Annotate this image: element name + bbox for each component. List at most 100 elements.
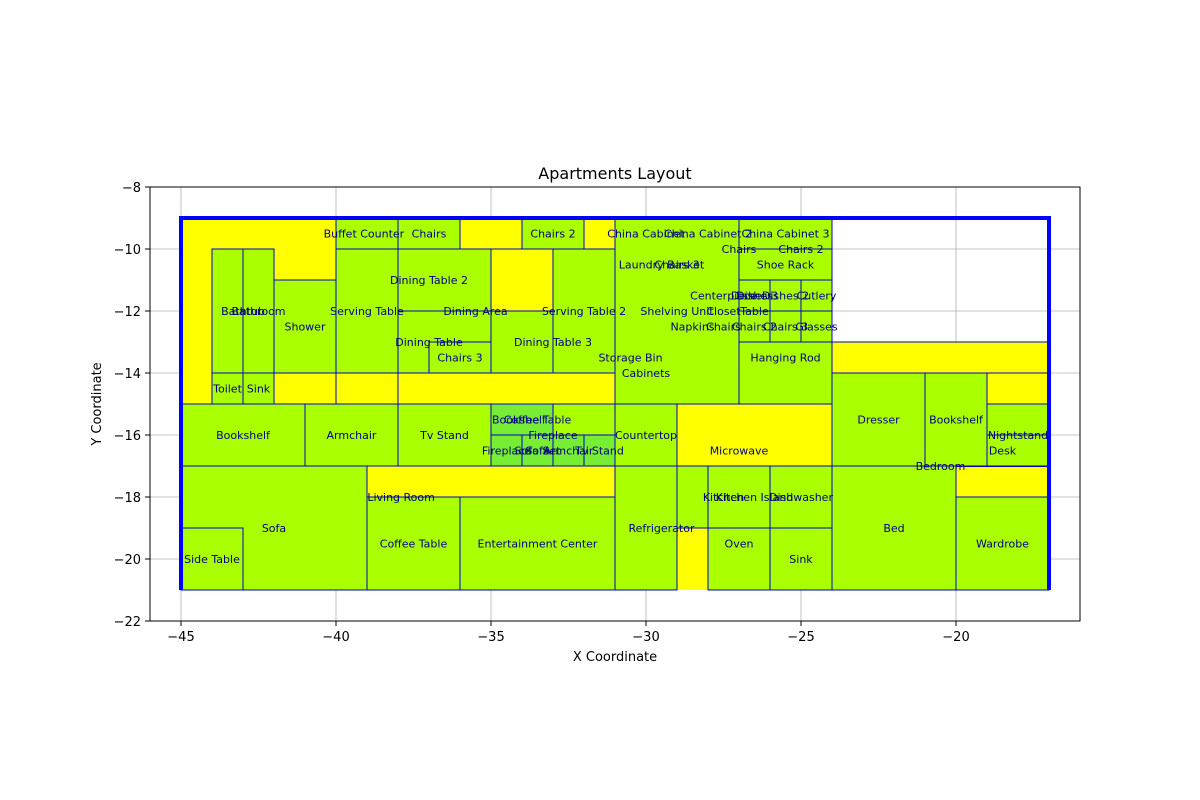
room-label: Bookshelf (216, 429, 271, 442)
y-tick-label: −16 (114, 429, 141, 444)
room-rect: Hanging Rod (738, 341, 833, 405)
x-tick-label: −25 (787, 630, 814, 645)
room-label: Living Room (367, 491, 435, 504)
room-rect: Kitchen Island (707, 465, 771, 529)
room-label: Dishes (736, 290, 773, 303)
room-label: Dining Area (443, 305, 507, 318)
room-label: Chairs 3 (763, 321, 808, 334)
room-rect: Oven (707, 527, 771, 591)
room-rect: Dining Table 2 (397, 248, 492, 312)
room-label: Dishes 2 (762, 290, 809, 303)
chart-title: Apartments Layout (538, 164, 691, 183)
room-label: Bedroom (916, 460, 966, 473)
room-rect: Table (738, 279, 771, 312)
room-label: Sink (247, 383, 271, 396)
room-rect: Serving Table 2 (552, 248, 616, 374)
furniture-rectangles (490, 403, 616, 467)
room-label: Bookshelf (929, 414, 984, 427)
room-label: Coffee Table (504, 414, 572, 427)
room-label: Wardrobe (976, 538, 1029, 551)
room-label: Dining Table 3 (514, 336, 592, 349)
open-area (986, 372, 1050, 405)
room-label: Toilet (212, 383, 242, 396)
room-rect: Refrigerator (614, 465, 678, 591)
room-label: Fireplace (528, 429, 577, 442)
room-rect: Chairs (397, 217, 461, 250)
furniture-rect (521, 434, 554, 467)
x-axis-ticks: −45 −40 −35 −30 −25 −20 (167, 621, 970, 645)
y-axis-ticks: −22 −20 −18 −16 −14 −12 −10 −8 (114, 181, 150, 630)
room-label: Refrigerator (629, 522, 695, 535)
room-label: China Cabinet 3 (742, 228, 830, 241)
plot-frame (149, 186, 1081, 622)
room-rect: Bathtub (211, 248, 244, 374)
room-label: Sofa (262, 522, 286, 535)
room-label: Dishwasher (769, 491, 833, 504)
room-label: Serving Table (330, 305, 404, 318)
room-label: Table (739, 305, 769, 318)
room-rect: Cutlery (800, 279, 833, 312)
room-rect: Shoe Rack (738, 248, 833, 281)
room-label: Sofa Set (515, 445, 562, 458)
room-label: Cabinets (622, 367, 671, 380)
room-label: China Cabinet 2 (664, 228, 752, 241)
open-area (273, 372, 337, 405)
y-tick-label: −12 (114, 305, 141, 320)
y-tick-label: −10 (114, 243, 141, 258)
open-area (490, 248, 554, 312)
room-label: Side Table (184, 553, 240, 566)
room-label: Cutlery (797, 290, 837, 303)
room-label: Chairs 2 (732, 321, 777, 334)
room-label: Countertop (615, 429, 677, 442)
room-label: Storage Bin (598, 352, 662, 365)
y-tick-label: −8 (122, 181, 141, 196)
room-label: Chairs 3 (654, 259, 699, 272)
room-rect: Side Table (180, 527, 244, 591)
open-area (397, 372, 616, 405)
room-label: Glasses (795, 321, 838, 334)
room-rect: China Cabinet 3 (738, 217, 833, 250)
room-label: Shelving Unit (640, 305, 714, 318)
room-rect: Serving Table (335, 248, 399, 374)
x-tick-label: −45 (167, 630, 194, 645)
room-label: Dining Table 2 (390, 274, 468, 287)
room-label: Entertainment Center (478, 538, 598, 551)
room-label: Kitchen (703, 491, 744, 504)
open-area (831, 341, 1050, 374)
room-label: Dining Table (395, 336, 463, 349)
room-rect: Sink (769, 527, 833, 591)
room-rect: Glasses (800, 310, 833, 343)
room-label: Bathroom (231, 305, 285, 318)
room-label: Tv Stand (574, 445, 624, 458)
room-rect: Cabinets (614, 217, 740, 405)
room-label: Chairs 2 (530, 228, 575, 241)
room-label: Coffee Table (380, 538, 448, 551)
room-label: Nightstand (988, 429, 1048, 442)
room-label: Laundry Basket (619, 259, 705, 272)
room-labels: Buffet Counter Chairs Chairs 2 China Cabine… (184, 228, 1048, 567)
room-rect: Bookshelf (924, 372, 988, 467)
room-label: Buffet Counter (324, 228, 405, 241)
room-label: Armchair (327, 429, 377, 442)
room-rect: Tv Stand (397, 403, 492, 467)
y-tick-label: −22 (114, 615, 141, 630)
apartment-outline (179, 216, 1051, 590)
room-label: Kitchen Island (716, 491, 794, 504)
y-tick-label: −14 (114, 367, 141, 382)
room-label: Shoe Rack (757, 259, 815, 272)
room-label: Serving Table 2 (542, 305, 626, 318)
room-label: Armchair (544, 445, 594, 458)
y-tick-label: −20 (114, 553, 141, 568)
room-label: Chairs 2 (778, 243, 823, 256)
room-label: Hanging Rod (750, 352, 820, 365)
room-label: Desk (989, 445, 1017, 458)
room-rect: Dresser (831, 372, 926, 467)
open-area (676, 403, 833, 467)
room-label: Sofa (525, 445, 549, 458)
furniture-rect (490, 434, 523, 467)
x-tick-label: −35 (477, 630, 504, 645)
room-label: Chairs 3 (437, 352, 482, 365)
room-label: Dishes 3 (731, 290, 778, 303)
furniture-rect (490, 403, 554, 436)
